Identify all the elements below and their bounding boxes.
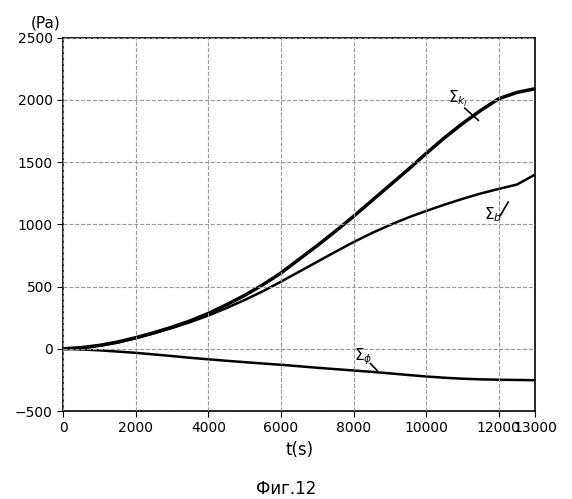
Text: $\Sigma_{k_l}$: $\Sigma_{k_l}$ — [448, 88, 468, 109]
Text: (Pa): (Pa) — [30, 15, 60, 30]
Text: $\Sigma_\phi$: $\Sigma_\phi$ — [353, 346, 372, 367]
Text: $\Sigma_b$: $\Sigma_b$ — [484, 205, 502, 224]
X-axis label: t(s): t(s) — [285, 441, 313, 459]
Text: Фиг.12: Фиг.12 — [256, 480, 316, 498]
